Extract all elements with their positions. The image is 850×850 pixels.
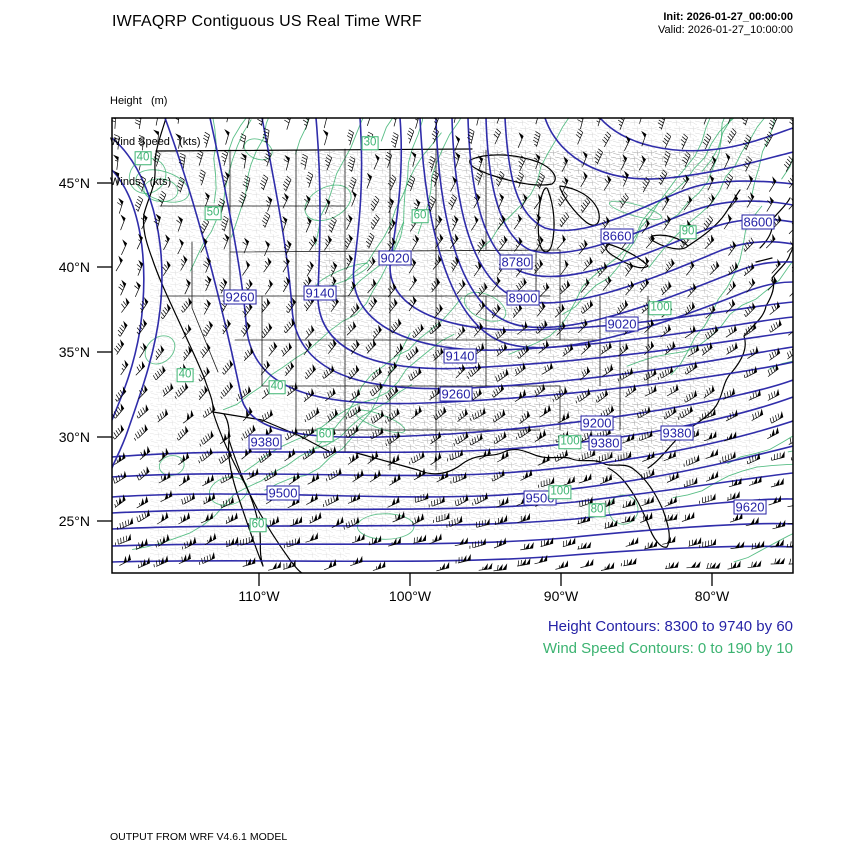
wind-barbs	[112, 118, 793, 572]
lake-ontario	[650, 234, 689, 250]
units-legend: Height (m) Wind Speed (kts) Winds (kts)	[110, 68, 200, 217]
florida-peninsula	[607, 467, 670, 548]
wind-contour-range: Wind Speed Contours: 0 to 190 by 10	[542, 640, 793, 657]
map-frame	[111, 117, 794, 574]
run-time-block: Init: 2026-01-27_00:00:00 Valid: 2026-01…	[658, 11, 793, 37]
pacific-coastline	[142, 118, 214, 413]
map-interior	[112, 118, 793, 573]
canada-border	[155, 148, 473, 152]
baja-peninsula	[212, 411, 264, 567]
lake-michigan	[537, 187, 555, 253]
mexico-coast	[228, 439, 303, 573]
model-info-footer: OUTPUT FROM WRF V4.6.1 MODEL WE = 580 ; …	[110, 805, 523, 850]
us-mexico-border	[212, 411, 419, 471]
page-title: IWFAQRP Contiguous US Real Time WRF	[112, 13, 422, 30]
footer-model-line: OUTPUT FROM WRF V4.6.1 MODEL	[110, 831, 288, 843]
lake-huron	[559, 185, 600, 226]
units-height: Height (m)	[110, 95, 168, 107]
units-winds: Winds (kts)	[110, 176, 172, 188]
contour-range-legend: Height Contours: 8300 to 9740 by 60 Wind…	[543, 616, 793, 660]
county-mesh-texture	[150, 120, 760, 560]
init-time: Init: 2026-01-27_00:00:00	[663, 11, 793, 23]
units-wind-speed: Wind Speed (kts)	[110, 135, 201, 148]
height-contour-range: Height Contours: 8300 to 9740 by 60	[547, 618, 793, 635]
valid-time: Valid: 2026-01-27_10:00:00	[658, 24, 793, 36]
lake-superior	[469, 154, 556, 186]
axis-ticks	[97, 182, 713, 586]
